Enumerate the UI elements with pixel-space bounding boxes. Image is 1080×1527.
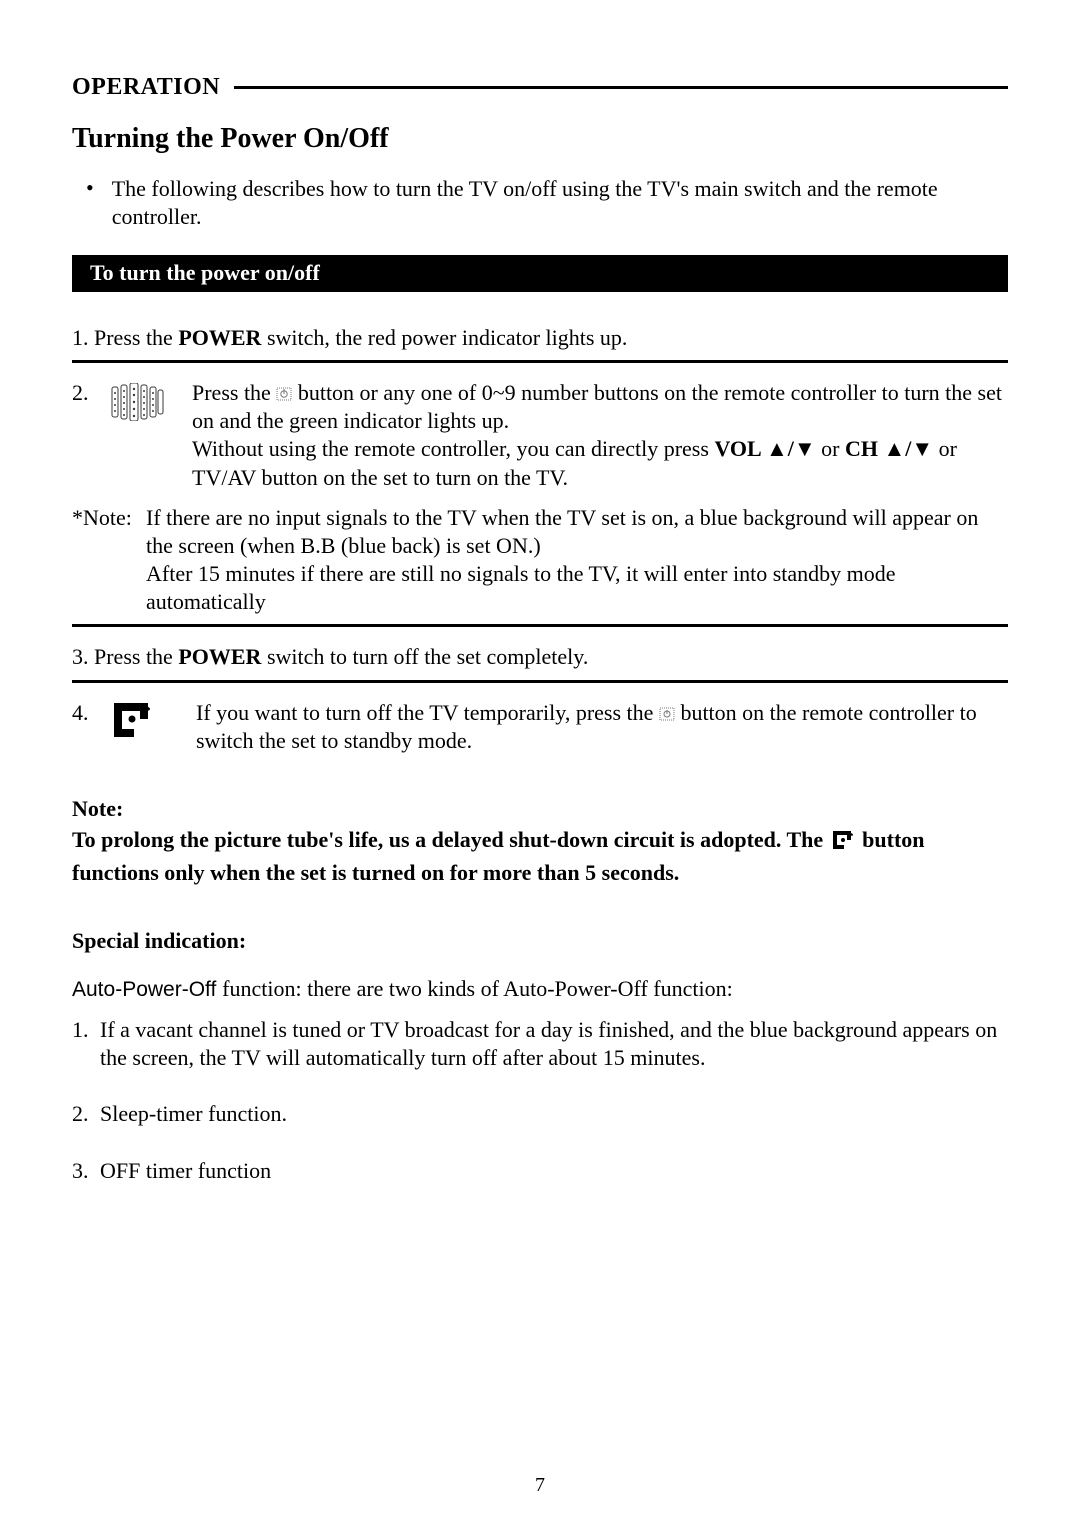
step4-number: 4. <box>72 699 94 755</box>
step2-body: Press the button or any one of 0~9 numbe… <box>192 379 1008 492</box>
note-label: *Note: <box>72 504 140 617</box>
intro-bullet: • The following describes how to turn th… <box>86 175 1008 231</box>
page-title: Turning the Power On/Off <box>72 121 1008 157</box>
step2-l1b: button or any one of 0~9 number buttons … <box>192 380 1002 433</box>
step3-post: switch to turn off the set completely. <box>261 644 588 669</box>
note2-text: To prolong the picture tube's life, us a… <box>72 825 1008 887</box>
note-body: If there are no input signals to the TV … <box>146 504 1008 617</box>
divider <box>72 624 1008 627</box>
power-button-icon <box>276 380 292 394</box>
intro-text: The following describes how to turn the … <box>112 175 1008 231</box>
step2-vol: VOL ▲/▼ <box>714 436 815 461</box>
step2-or: or <box>816 436 845 461</box>
bullet-dot-icon: • <box>86 175 94 231</box>
note-body-2: After 15 minutes if there are still no s… <box>146 561 896 614</box>
special-indication-heading: Special indication: <box>72 927 1008 955</box>
note2-a: To prolong the picture tube's life, us a… <box>72 827 829 852</box>
standby-button-icon <box>659 700 675 714</box>
operation-header: OPERATION <box>72 72 1008 103</box>
step-3: 3. Press the POWER switch to turn off th… <box>72 643 1008 671</box>
step-2: 2. Press <box>72 379 1008 492</box>
list-item: 3. OFF timer function <box>72 1157 1008 1185</box>
list-item: 2. Sleep-timer function. <box>72 1100 1008 1128</box>
step1-bold: POWER <box>178 325 261 350</box>
step-1: 1. Press the POWER switch, the red power… <box>72 324 1008 352</box>
step4-a: If you want to turn off the TV temporari… <box>196 700 659 725</box>
step2-l1a: Press the <box>192 380 276 405</box>
list-item: 1. If a vacant channel is tuned or TV br… <box>72 1016 1008 1072</box>
manual-page: OPERATION Turning the Power On/Off • The… <box>0 0 1080 1527</box>
divider <box>72 360 1008 363</box>
standby-icon <box>110 699 180 755</box>
auto-power-off-line: Auto-Power-Off function: there are two k… <box>72 975 1008 1004</box>
remote-control-icon <box>108 379 178 492</box>
special-list: 1. If a vacant channel is tuned or TV br… <box>72 1016 1008 1185</box>
step1-pre: 1. Press the <box>72 325 178 350</box>
item-number: 3. <box>72 1157 94 1185</box>
section-bar: To turn the power on/off <box>72 255 1008 292</box>
step3-bold: POWER <box>178 644 261 669</box>
auto-power-off-sans: Auto-Power-Off <box>72 978 222 1001</box>
step4-body: If you want to turn off the TV temporari… <box>196 699 1008 755</box>
header-rule <box>234 86 1008 89</box>
note2-heading: Note: <box>72 795 1008 823</box>
item-text: Sleep-timer function. <box>100 1100 1008 1128</box>
step2-l2a: Without using the remote controller, you… <box>192 436 714 461</box>
auto-power-off-rest: function: there are two kinds of Auto-Po… <box>222 976 733 1001</box>
item-number: 1. <box>72 1016 94 1072</box>
operation-title: OPERATION <box>72 72 220 103</box>
step2-note: *Note: If there are no input signals to … <box>72 504 1008 617</box>
page-number: 7 <box>0 1473 1080 1499</box>
standby-inline-icon <box>831 829 855 858</box>
item-text: OFF timer function <box>100 1157 1008 1185</box>
item-text: If a vacant channel is tuned or TV broad… <box>100 1016 1008 1072</box>
step1-post: switch, the red power indicator lights u… <box>261 325 627 350</box>
note-body-1: If there are no input signals to the TV … <box>146 505 978 558</box>
step3-pre: 3. Press the <box>72 644 178 669</box>
step2-number: 2. <box>72 379 94 492</box>
step2-ch: CH ▲/▼ <box>845 436 933 461</box>
divider <box>72 680 1008 683</box>
step-4: 4. If you want to turn off the TV tempor… <box>72 699 1008 755</box>
item-number: 2. <box>72 1100 94 1128</box>
